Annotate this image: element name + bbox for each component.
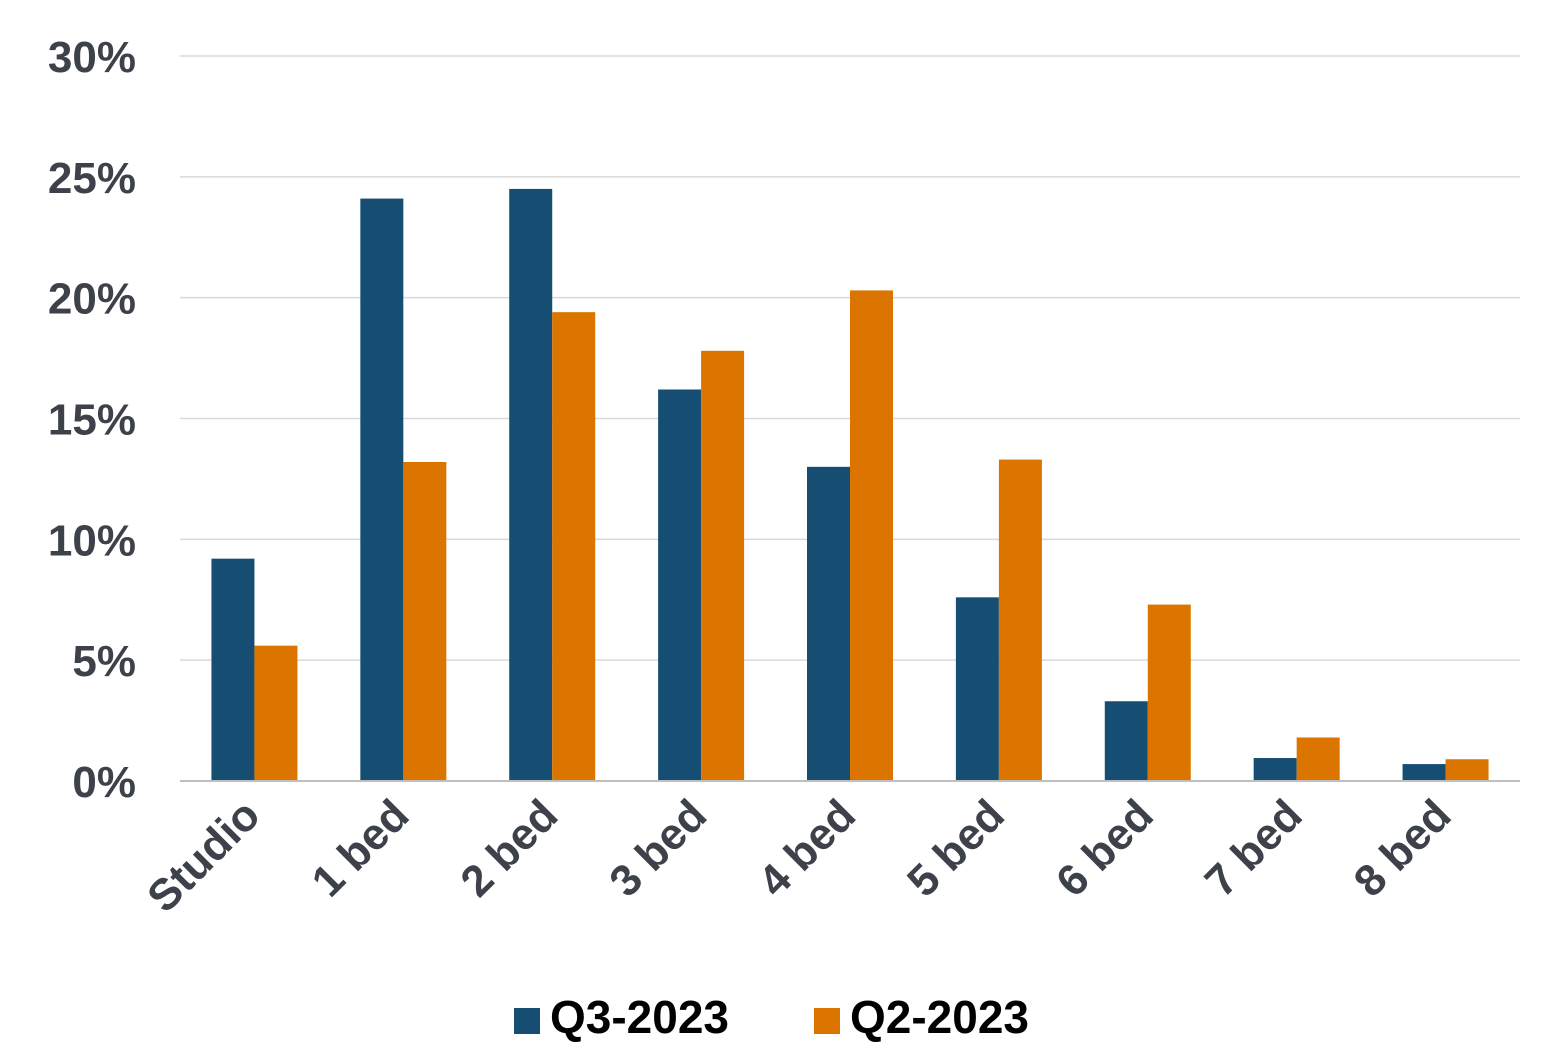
bar-series1-studio <box>211 558 255 781</box>
bar-series2-2-bed <box>552 312 596 781</box>
bar-series1-8-bed <box>1402 764 1446 781</box>
bars <box>211 188 1489 782</box>
bar-series2-studio <box>254 645 298 781</box>
bar-series1-3-bed <box>658 389 702 781</box>
bar-series1-5-bed <box>955 597 999 781</box>
legend: Q3-2023 Q2-2023 <box>514 991 1029 1043</box>
legend-label-1: Q3-2023 <box>550 991 729 1043</box>
bar-series2-8-bed <box>1445 759 1489 781</box>
y-tick-label: 0% <box>72 758 136 807</box>
x-tick-label: 7 bed <box>1196 790 1312 906</box>
bar-series1-7-bed <box>1253 758 1297 781</box>
y-tick-label: 10% <box>48 516 136 565</box>
bar-series2-3-bed <box>701 350 745 781</box>
x-tick-label: 6 bed <box>1047 790 1163 906</box>
x-tick-label: 5 bed <box>898 790 1014 906</box>
bar-series2-1-bed <box>403 462 447 781</box>
bar-series2-7-bed <box>1296 737 1340 781</box>
x-tick-label: 1 bed <box>302 790 418 906</box>
bar-series1-1-bed <box>360 198 404 782</box>
y-tick-label: 5% <box>72 637 136 686</box>
x-tick-label: 4 bed <box>749 790 865 906</box>
legend-swatch-1 <box>514 1008 540 1034</box>
bar-series2-4-bed <box>850 290 893 781</box>
y-tick-label: 30% <box>48 33 136 82</box>
x-tick-label: 3 bed <box>600 790 716 906</box>
legend-label-2: Q2-2023 <box>850 991 1029 1043</box>
bar-series1-2-bed <box>509 188 553 781</box>
x-tick-label: 8 bed <box>1345 790 1461 906</box>
y-tick-label: 15% <box>48 396 136 445</box>
bar-series2-5-bed <box>998 459 1042 781</box>
bar-series2-6-bed <box>1147 604 1191 781</box>
y-axis-tick-labels: 0% 5% 10% 15% 20% 25% 30% <box>48 33 136 807</box>
x-axis-category-labels: Studio 1 bed 2 bed 3 bed 4 bed 5 bed 6 bed 7 be… <box>138 790 1461 921</box>
bar-series1-4-bed <box>807 466 850 781</box>
bar-series1-6-bed <box>1104 701 1148 781</box>
y-tick-label: 20% <box>48 275 136 324</box>
x-tick-label: Studio <box>138 790 269 921</box>
y-tick-label: 25% <box>48 154 136 203</box>
x-tick-label: 2 bed <box>451 790 567 906</box>
legend-swatch-2 <box>814 1008 840 1034</box>
